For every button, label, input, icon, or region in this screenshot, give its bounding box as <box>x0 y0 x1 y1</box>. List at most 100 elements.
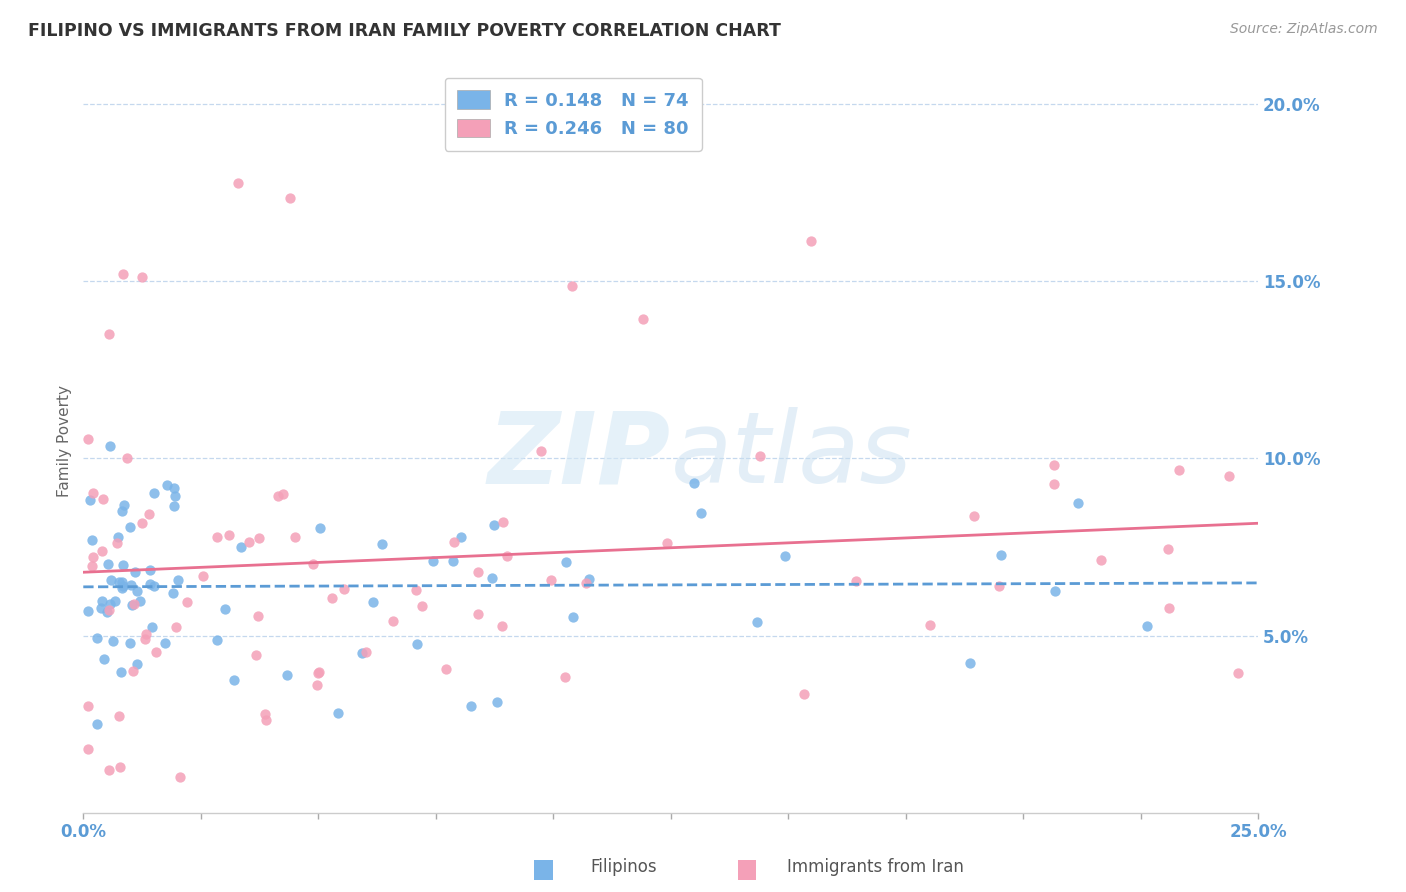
Point <box>229 540 252 554</box>
Point <box>153 636 176 650</box>
Point <box>91 543 114 558</box>
Point <box>253 707 276 722</box>
Point <box>422 554 444 568</box>
Point <box>165 620 187 634</box>
Point <box>91 491 114 506</box>
Point <box>205 633 228 648</box>
Point <box>82 550 104 565</box>
Point <box>139 577 162 591</box>
Text: Immigrants from Iran: Immigrants from Iran <box>787 858 965 876</box>
Point <box>111 504 134 518</box>
Text: FILIPINO VS IMMIGRANTS FROM IRAN FAMILY POVERTY CORRELATION CHART: FILIPINO VS IMMIGRANTS FROM IRAN FAMILY … <box>28 22 780 40</box>
Text: Filipinos: Filipinos <box>591 858 657 876</box>
Point <box>793 687 815 701</box>
Point <box>110 665 132 679</box>
Point <box>271 486 294 500</box>
Point <box>441 554 464 568</box>
Point <box>163 481 186 495</box>
Point <box>143 486 166 500</box>
Point <box>575 576 598 591</box>
Point <box>176 595 198 609</box>
Point <box>530 444 553 458</box>
Point <box>1045 584 1067 599</box>
Point <box>540 573 562 587</box>
Point <box>238 535 260 549</box>
Point <box>460 699 482 714</box>
Point <box>105 535 128 549</box>
Point <box>467 566 489 580</box>
Point <box>284 529 307 543</box>
Y-axis label: Family Poverty: Family Poverty <box>58 384 72 497</box>
Point <box>562 609 585 624</box>
Point <box>90 600 112 615</box>
Point <box>1226 666 1249 681</box>
Point <box>118 519 141 533</box>
Point <box>773 549 796 563</box>
Point <box>80 533 103 548</box>
Point <box>657 536 679 550</box>
Point <box>101 633 124 648</box>
Point <box>354 645 377 659</box>
Point <box>117 450 139 465</box>
Point <box>990 548 1012 562</box>
Legend: R = 0.148   N = 74, R = 0.246   N = 80: R = 0.148 N = 74, R = 0.246 N = 80 <box>444 78 702 151</box>
Point <box>748 449 770 463</box>
Point <box>434 662 457 676</box>
Point <box>128 594 150 608</box>
Point <box>554 670 576 684</box>
Point <box>1043 458 1066 472</box>
Point <box>111 579 134 593</box>
Point <box>1157 541 1180 556</box>
Point <box>690 506 713 520</box>
Point <box>104 594 127 608</box>
Point <box>111 267 134 281</box>
Point <box>118 636 141 650</box>
Point <box>77 742 100 756</box>
Point <box>139 563 162 577</box>
Point <box>98 439 121 453</box>
Point <box>79 492 101 507</box>
Point <box>214 602 236 616</box>
Point <box>107 709 129 723</box>
Point <box>307 665 329 680</box>
Text: ZIP: ZIP <box>488 407 671 504</box>
Point <box>963 509 986 524</box>
Point <box>450 530 472 544</box>
Text: atlas: atlas <box>671 407 912 504</box>
Point <box>361 595 384 609</box>
Point <box>134 632 156 647</box>
Point <box>121 598 143 612</box>
Point <box>98 326 121 341</box>
Point <box>484 517 506 532</box>
Point <box>987 578 1010 592</box>
Point <box>1157 601 1180 615</box>
Point <box>100 573 122 587</box>
Point <box>77 604 100 618</box>
Point <box>97 763 120 777</box>
Point <box>496 549 519 563</box>
Point <box>82 558 104 573</box>
Point <box>82 485 104 500</box>
Point <box>845 574 868 588</box>
Point <box>86 717 108 731</box>
Point <box>1090 553 1112 567</box>
Point <box>246 608 269 623</box>
Point <box>308 665 330 679</box>
Point <box>302 558 325 572</box>
Point <box>405 583 427 598</box>
Point <box>631 312 654 326</box>
Point <box>328 706 350 721</box>
Point <box>554 555 576 569</box>
Point <box>266 489 288 503</box>
Point <box>245 648 267 663</box>
Point <box>467 607 489 622</box>
Point <box>382 615 405 629</box>
Point <box>1135 619 1157 633</box>
Point <box>218 528 240 542</box>
Point <box>492 515 515 529</box>
Point <box>226 176 249 190</box>
Point <box>97 603 120 617</box>
Point <box>162 586 184 600</box>
Point <box>122 597 145 611</box>
Point <box>406 636 429 650</box>
